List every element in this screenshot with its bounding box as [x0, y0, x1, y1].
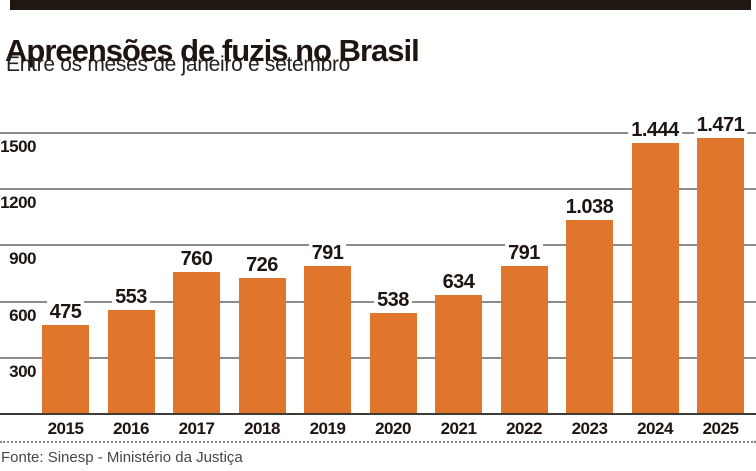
bar-2016 — [107, 310, 155, 414]
gridline-1200 — [0, 188, 756, 191]
bar-2022 — [500, 265, 548, 414]
x-axis-label-2023: 2023 — [571, 419, 608, 438]
y-axis-tick-label: 1200 — [0, 193, 36, 213]
y-axis-tick-label: 600 — [9, 305, 36, 325]
bar-value-label: 475 — [46, 301, 85, 325]
x-axis-label-2025: 2025 — [702, 419, 739, 438]
bar-value-label: 760 — [177, 247, 216, 271]
gridline-1500 — [0, 132, 756, 134]
chart-subtitle: Entre os meses de janeiro e setembro — [6, 53, 351, 76]
footer-divider — [0, 441, 756, 443]
x-axis-label-2019: 2019 — [309, 419, 346, 438]
x-axis-line — [0, 413, 756, 415]
bar-value-label: 1.471 — [693, 114, 748, 138]
x-axis-label-2015: 2015 — [47, 419, 84, 438]
bar-2025 — [697, 138, 744, 414]
y-axis-tick-label: 1500 — [0, 137, 36, 156]
bar-2023 — [566, 219, 613, 414]
gridline-900 — [0, 244, 756, 247]
bar-value-label: 791 — [308, 241, 347, 265]
bar-2017 — [173, 271, 220, 414]
chart-title: Apreensões de fuzis no Brasil — [5, 32, 420, 68]
bar-value-label: 726 — [243, 253, 281, 277]
bar-value-label: 553 — [112, 286, 150, 310]
x-axis-label-2022: 2022 — [506, 419, 542, 438]
bar-value-label: 538 — [374, 289, 412, 313]
bar-2024 — [631, 143, 679, 414]
bar-value-label: 1.444 — [628, 119, 682, 143]
masthead-bar — [10, 0, 751, 10]
source-attribution: Fonte: Sinesp - Ministério da Justiça — [1, 449, 243, 466]
bar-2021 — [435, 295, 482, 414]
bar-2015 — [42, 325, 89, 414]
bar-value-label: 1.038 — [562, 195, 617, 219]
bar-2019 — [304, 265, 351, 414]
bar-2020 — [369, 313, 417, 414]
bar-value-label: 791 — [505, 241, 543, 265]
x-axis-label-2016: 2016 — [113, 419, 149, 438]
x-axis-label-2020: 2020 — [375, 419, 411, 438]
x-axis-label-2018: 2018 — [244, 419, 280, 438]
y-axis-tick-label: 300 — [9, 361, 36, 381]
y-axis-tick-label: 900 — [9, 249, 36, 269]
x-axis-label-2024: 2024 — [637, 419, 673, 438]
x-axis-label-2017: 2017 — [178, 419, 215, 438]
bar-2018 — [238, 277, 286, 414]
x-axis-label-2021: 2021 — [440, 419, 477, 438]
bar-value-label: 634 — [439, 271, 478, 295]
